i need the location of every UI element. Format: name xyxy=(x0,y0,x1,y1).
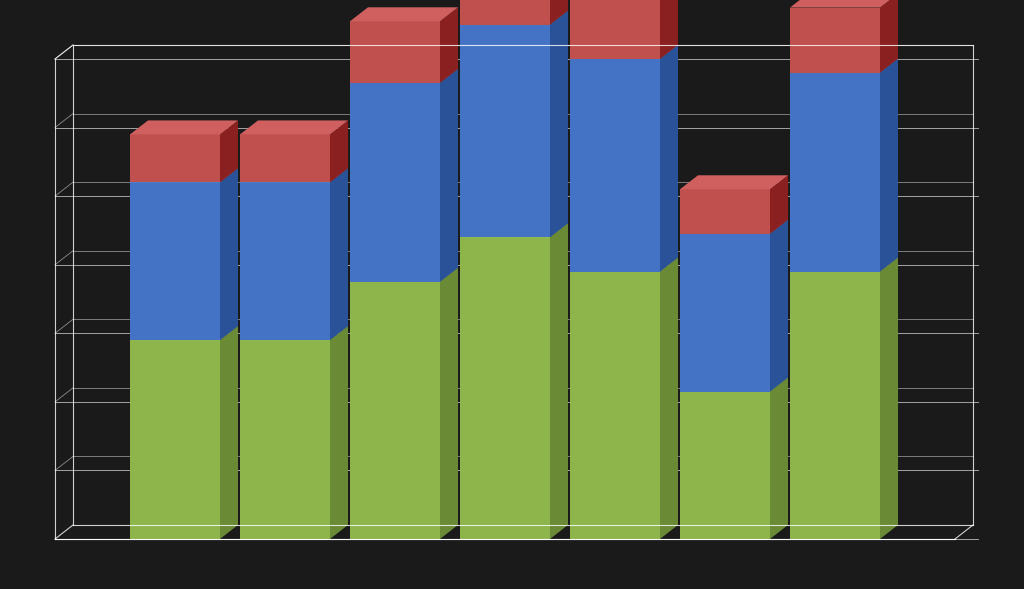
Polygon shape xyxy=(880,59,898,272)
Polygon shape xyxy=(770,378,788,539)
Polygon shape xyxy=(680,176,788,189)
Polygon shape xyxy=(570,45,678,59)
Polygon shape xyxy=(550,11,568,237)
Polygon shape xyxy=(330,120,348,183)
FancyBboxPatch shape xyxy=(790,72,880,272)
Polygon shape xyxy=(220,120,238,183)
FancyBboxPatch shape xyxy=(790,272,880,539)
Polygon shape xyxy=(460,11,568,25)
FancyBboxPatch shape xyxy=(460,237,550,539)
Polygon shape xyxy=(550,0,568,25)
Polygon shape xyxy=(220,326,238,539)
Polygon shape xyxy=(680,378,788,392)
Polygon shape xyxy=(880,0,898,72)
Polygon shape xyxy=(240,120,348,134)
FancyBboxPatch shape xyxy=(240,340,330,539)
FancyBboxPatch shape xyxy=(130,183,220,340)
FancyBboxPatch shape xyxy=(350,282,440,539)
FancyBboxPatch shape xyxy=(680,189,770,234)
Polygon shape xyxy=(770,220,788,392)
Polygon shape xyxy=(240,326,348,340)
Polygon shape xyxy=(350,268,458,282)
Polygon shape xyxy=(440,7,458,83)
Polygon shape xyxy=(880,257,898,539)
Polygon shape xyxy=(130,120,238,134)
FancyBboxPatch shape xyxy=(460,25,550,237)
Polygon shape xyxy=(330,168,348,340)
Polygon shape xyxy=(130,168,238,183)
FancyBboxPatch shape xyxy=(130,340,220,539)
Polygon shape xyxy=(550,223,568,539)
Polygon shape xyxy=(350,69,458,83)
Polygon shape xyxy=(790,0,898,8)
FancyBboxPatch shape xyxy=(570,272,660,539)
Polygon shape xyxy=(240,168,348,183)
Polygon shape xyxy=(790,257,898,272)
Polygon shape xyxy=(660,45,678,272)
Polygon shape xyxy=(680,220,788,234)
FancyBboxPatch shape xyxy=(240,134,330,183)
Polygon shape xyxy=(660,0,678,59)
Polygon shape xyxy=(330,326,348,539)
Polygon shape xyxy=(350,7,458,21)
Polygon shape xyxy=(440,268,458,539)
FancyBboxPatch shape xyxy=(570,0,660,59)
Polygon shape xyxy=(660,257,678,539)
Polygon shape xyxy=(790,59,898,72)
FancyBboxPatch shape xyxy=(790,8,880,72)
FancyBboxPatch shape xyxy=(460,0,550,25)
Polygon shape xyxy=(220,168,238,340)
FancyBboxPatch shape xyxy=(130,134,220,183)
FancyBboxPatch shape xyxy=(680,392,770,539)
Polygon shape xyxy=(440,69,458,282)
FancyBboxPatch shape xyxy=(680,234,770,392)
FancyBboxPatch shape xyxy=(350,83,440,282)
FancyBboxPatch shape xyxy=(570,59,660,272)
Polygon shape xyxy=(770,176,788,234)
Polygon shape xyxy=(460,223,568,237)
FancyBboxPatch shape xyxy=(350,21,440,83)
Polygon shape xyxy=(130,326,238,340)
Polygon shape xyxy=(570,257,678,272)
FancyBboxPatch shape xyxy=(240,183,330,340)
